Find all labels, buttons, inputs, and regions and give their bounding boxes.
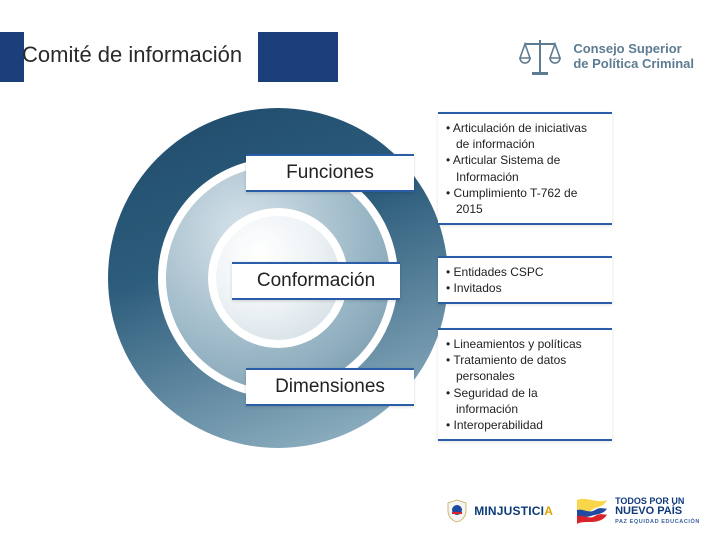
nuevopais-sub: PAZ EQUIDAD EDUCACIÓN	[615, 519, 700, 525]
title-accent-left	[0, 32, 24, 82]
list-item: Entidades CSPC	[446, 264, 602, 280]
nuevopais-logo: TODOS POR UN NUEVO PAÍS PAZ EQUIDAD EDUC…	[575, 496, 700, 526]
list-item: Invitados	[446, 280, 602, 296]
list-item: Articulación de iniciativas de informaci…	[446, 120, 602, 152]
list-item: Articular Sistema de Información	[446, 152, 602, 184]
list-item: Tratamiento de datos personales	[446, 352, 602, 384]
nuevopais-text-block: TODOS POR UN NUEVO PAÍS PAZ EQUIDAD EDUC…	[615, 497, 700, 525]
page-title: Comité de información	[22, 42, 242, 68]
org-logo-line1: Consejo Superior	[573, 42, 694, 57]
minjusticia-prefix: MINJUSTICI	[474, 504, 544, 518]
list-item: Lineamientos y políticas	[446, 336, 602, 352]
list-item: Seguridad de la información	[446, 385, 602, 417]
minjusticia-logo: MINJUSTICIA	[446, 499, 553, 523]
detail-list-dimensiones: Lineamientos y políticas Tratamiento de …	[446, 336, 602, 433]
slide-root: Comité de información Consejo Superior d…	[0, 0, 720, 540]
shield-icon	[446, 499, 468, 523]
detail-list-conformacion: Entidades CSPC Invitados	[446, 264, 602, 296]
section-label-conformacion: Conformación	[232, 262, 400, 300]
section-label-funciones: Funciones	[246, 154, 414, 192]
detail-list-funciones: Articulación de iniciativas de informaci…	[446, 120, 602, 217]
minjusticia-suffix: A	[544, 504, 553, 518]
detail-box-dimensiones: Lineamientos y políticas Tratamiento de …	[438, 328, 612, 441]
org-logo: Consejo Superior de Política Criminal	[517, 34, 694, 80]
scales-icon	[517, 34, 563, 80]
footer-logos: MINJUSTICIA TODOS POR UN NUEVO PAÍS PAZ …	[446, 496, 700, 526]
title-accent-right	[258, 32, 338, 82]
minjusticia-text: MINJUSTICIA	[474, 504, 553, 518]
nuevopais-line2: NUEVO PAÍS	[615, 506, 700, 518]
detail-box-conformacion: Entidades CSPC Invitados	[438, 256, 612, 304]
list-item: Cumplimiento T-762 de 2015	[446, 185, 602, 217]
list-item: Interoperabilidad	[446, 417, 602, 433]
org-logo-line2: de Política Criminal	[573, 57, 694, 72]
section-label-dimensiones: Dimensiones	[246, 368, 414, 406]
detail-box-funciones: Articulación de iniciativas de informaci…	[438, 112, 612, 225]
flag-icon	[575, 496, 609, 526]
org-logo-text: Consejo Superior de Política Criminal	[573, 42, 694, 72]
